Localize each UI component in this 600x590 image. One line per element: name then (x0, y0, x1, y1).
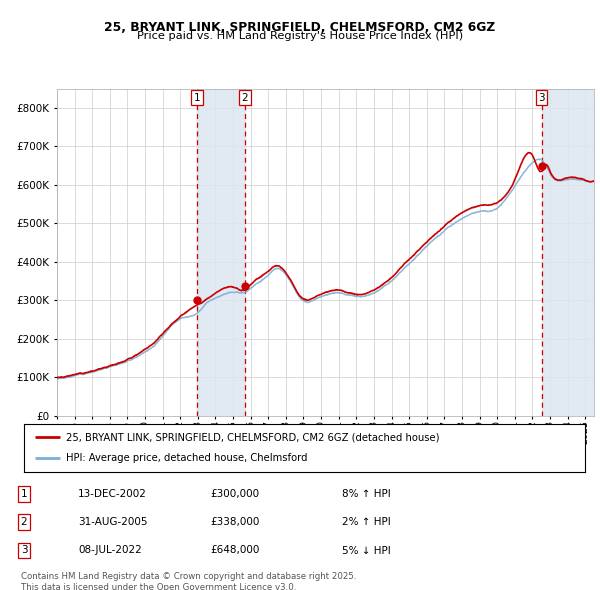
Text: 8% ↑ HPI: 8% ↑ HPI (342, 489, 391, 499)
Text: 31-AUG-2005: 31-AUG-2005 (78, 517, 148, 527)
Text: 3: 3 (538, 93, 545, 103)
Text: £300,000: £300,000 (210, 489, 259, 499)
Text: HPI: Average price, detached house, Chelmsford: HPI: Average price, detached house, Chel… (66, 454, 308, 464)
Text: £648,000: £648,000 (210, 546, 259, 555)
Text: 13-DEC-2002: 13-DEC-2002 (78, 489, 147, 499)
Text: 25, BRYANT LINK, SPRINGFIELD, CHELMSFORD, CM2 6GZ: 25, BRYANT LINK, SPRINGFIELD, CHELMSFORD… (104, 21, 496, 34)
Text: 1: 1 (20, 489, 28, 499)
Text: £338,000: £338,000 (210, 517, 259, 527)
Text: 2: 2 (20, 517, 28, 527)
Text: Contains HM Land Registry data © Crown copyright and database right 2025.
This d: Contains HM Land Registry data © Crown c… (21, 572, 356, 590)
Text: 25, BRYANT LINK, SPRINGFIELD, CHELMSFORD, CM2 6GZ (detached house): 25, BRYANT LINK, SPRINGFIELD, CHELMSFORD… (66, 432, 440, 442)
Bar (197, 88, 245, 416)
Text: Price paid vs. HM Land Registry's House Price Index (HPI): Price paid vs. HM Land Registry's House … (137, 31, 463, 41)
Bar (542, 88, 594, 416)
Text: 2% ↑ HPI: 2% ↑ HPI (342, 517, 391, 527)
Text: 2: 2 (241, 93, 248, 103)
Text: 1: 1 (194, 93, 200, 103)
Text: 3: 3 (20, 546, 28, 555)
Text: 08-JUL-2022: 08-JUL-2022 (78, 546, 142, 555)
Text: 5% ↓ HPI: 5% ↓ HPI (342, 546, 391, 555)
